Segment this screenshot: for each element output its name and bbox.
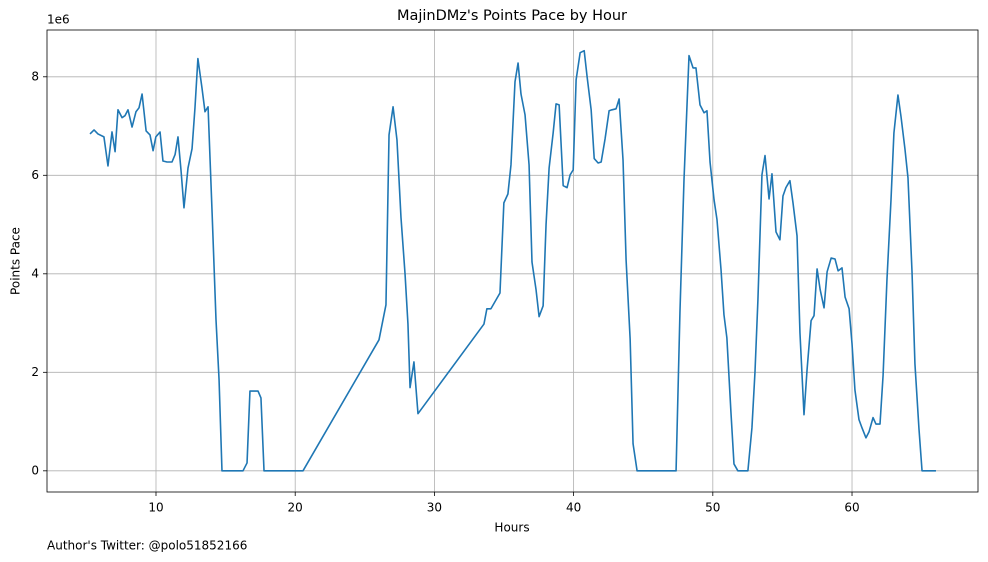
x-tick-label: 50 (705, 501, 720, 515)
x-tick-label: 40 (566, 501, 581, 515)
x-tick-label: 20 (288, 501, 303, 515)
x-tick-label: 30 (427, 501, 442, 515)
footnote: Author's Twitter: @polo51852166 (47, 539, 247, 553)
data-line (89, 49, 936, 472)
y-tick-label: 6 (31, 168, 39, 182)
y-tick-label: 0 (31, 463, 39, 477)
x-tick-label: 60 (844, 501, 859, 515)
y-tick-label: 2 (31, 365, 39, 379)
y-tick-label: 8 (31, 69, 39, 83)
x-tick-label: 10 (148, 501, 163, 515)
x-axis-label: Hours (494, 521, 529, 535)
y-offset-label: 1e6 (47, 13, 70, 27)
y-axis-label: Points Pace (9, 227, 23, 295)
plot-frame (46, 29, 979, 493)
chart-title: MajinDMz's Points Pace by Hour (397, 8, 627, 24)
y-tick-label: 4 (31, 266, 39, 280)
